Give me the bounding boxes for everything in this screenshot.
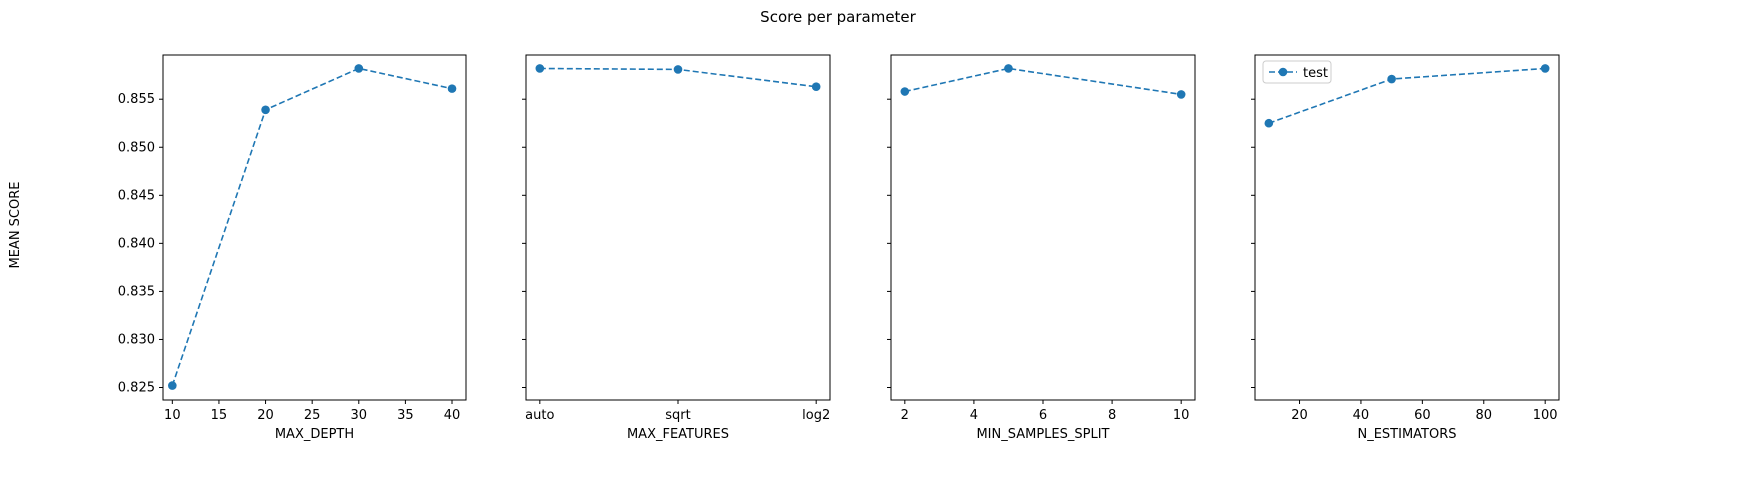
x-axis-label: MAX_DEPTH <box>275 427 354 442</box>
x-tick-label: 40 <box>444 408 461 423</box>
figure-title: Score per parameter <box>760 8 916 26</box>
x-tick-label: 80 <box>1475 408 1492 423</box>
data-point <box>1540 64 1550 73</box>
y-tick-label: 0.825 <box>118 381 155 396</box>
y-tick-label: 0.845 <box>118 188 155 203</box>
x-tick-label: 10 <box>1173 408 1190 423</box>
legend-marker <box>1278 67 1288 77</box>
figure-ylabel: MEAN SCORE <box>8 182 23 269</box>
data-point <box>1176 90 1186 99</box>
data-point <box>1264 118 1274 128</box>
data-point <box>1004 64 1013 73</box>
x-tick-label: 8 <box>1108 408 1116 423</box>
data-point <box>354 64 364 73</box>
x-axis-label: MIN_SAMPLES_SPLIT <box>976 427 1109 442</box>
axes-frame <box>162 54 467 401</box>
data-point <box>900 87 910 96</box>
legend-label: test <box>1303 66 1328 81</box>
subplots: 0.825 0.830 0.835 0.840 0.845 0.850 0.855 10 15 2… <box>118 54 1560 442</box>
x-axis-label: MAX_FEATURES <box>627 427 729 442</box>
data-point <box>261 105 270 115</box>
x-tick-label: auto <box>525 408 554 423</box>
subplot-2: auto sqrt log2 MAX_FEATURES <box>522 54 831 442</box>
x-tick-label: log2 <box>802 408 830 423</box>
x-tick-label: 40 <box>1353 408 1370 423</box>
x-tick-label: 6 <box>1039 408 1047 423</box>
x-tick-label: 35 <box>397 408 414 423</box>
x-tick-label: 20 <box>257 408 274 423</box>
subplot-3: 2 4 6 8 10 MIN_SAMPLES_SPLIT <box>887 54 1196 442</box>
y-tick-label: 0.850 <box>118 140 155 155</box>
x-tick-label: 25 <box>304 408 321 423</box>
data-point <box>447 84 457 93</box>
subplot-1: 0.825 0.830 0.835 0.840 0.845 0.850 0.855 10 15 2… <box>118 54 467 442</box>
y-tick-label: 0.840 <box>118 236 155 251</box>
data-point <box>811 82 821 92</box>
data-point <box>168 381 177 390</box>
x-tick-label: 30 <box>351 408 368 423</box>
x-tick-label: 20 <box>1291 408 1308 423</box>
y-tick-label: 0.855 <box>118 92 155 107</box>
subplot-4: 20 40 60 80 100 N_ESTIMATORS test <box>1251 54 1560 442</box>
y-tick-label: 0.835 <box>118 284 155 299</box>
x-tick-label: 60 <box>1414 408 1431 423</box>
data-point <box>535 64 545 73</box>
data-point <box>1387 74 1396 84</box>
x-tick-label: sqrt <box>665 408 690 423</box>
x-tick-label: 4 <box>970 408 978 423</box>
axes-frame <box>1254 54 1560 401</box>
x-tick-label: 2 <box>901 408 909 423</box>
legend: test <box>1262 60 1332 84</box>
series-line <box>171 67 453 386</box>
x-tick-label: 15 <box>211 408 228 423</box>
x-tick-label: 10 <box>164 408 181 423</box>
x-axis-label: N_ESTIMATORS <box>1357 427 1456 442</box>
data-point <box>673 65 683 74</box>
y-tick-label: 0.830 <box>118 332 155 347</box>
x-tick-label: 100 <box>1533 408 1558 423</box>
